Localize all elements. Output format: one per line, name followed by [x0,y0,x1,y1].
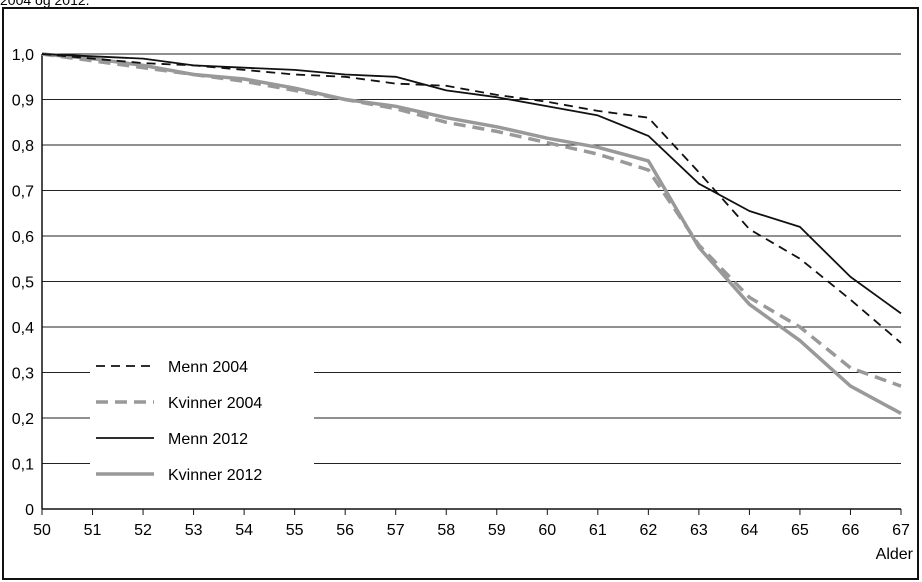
legend-label: Menn 2012 [168,431,248,448]
x-tick-label: 56 [336,522,354,539]
series-line-menn-2004 [41,53,902,344]
y-tick-label: 0,6 [12,229,34,246]
y-tick-label: 0,5 [12,275,34,292]
legend: Menn 2004 Kvinner 2004 Menn 2012 Kvinner 20… [90,344,314,508]
x-tick-label: 55 [286,522,304,539]
gridlines [42,53,901,464]
series-line-kvinner-2012 [41,52,902,415]
y-tick-labels: 0 0,1 0,2 0,3 0,4 0,5 0,6 0,7 0,8 0,9 1,0 [12,47,34,519]
y-tick-label: 0,7 [12,184,34,201]
y-tick-label: 0,3 [12,366,34,383]
x-tick-label: 51 [84,522,102,539]
x-tick-label: 58 [437,522,455,539]
y-tick-label: 0,4 [12,320,34,337]
legend-label: Kvinner 2004 [168,395,262,412]
caption-text: 2004 og 2012. [0,0,90,8]
y-tick-label: 0,9 [12,93,34,110]
x-tick-label: 59 [488,522,506,539]
y-tick-label: 0,2 [12,411,34,428]
x-axis-label: Alder [876,546,914,563]
x-tick-label: 64 [741,522,759,539]
series-line-kvinner-2004 [41,52,902,388]
y-tick-label: 0,1 [12,457,34,474]
legend-label: Menn 2004 [168,359,248,376]
x-tick-label: 57 [387,522,405,539]
x-tick-label: 60 [538,522,556,539]
x-tick-label: 67 [892,522,910,539]
legend-label: Kvinner 2012 [168,467,262,484]
x-tick-label: 63 [690,522,708,539]
series-lines [41,52,902,415]
legend-background [90,344,314,508]
x-tick-labels: 50 51 52 53 54 55 56 57 58 59 60 61 62 63 64 65 66 67 [33,522,910,539]
chart-frame: 0 0,1 0,2 0,3 0,4 0,5 0,6 0,7 0,8 0,9 1,0 50 51 52 53… [2,7,919,580]
x-tick-label: 50 [33,522,51,539]
x-tick-label: 61 [589,522,607,539]
x-tick-label: 54 [235,522,253,539]
axes [41,54,902,515]
y-tick-label: 1,0 [12,47,34,64]
x-tick-label: 62 [639,522,657,539]
x-tick-label: 65 [791,522,809,539]
x-tick-label: 66 [842,522,860,539]
y-tick-label: 0 [25,502,34,519]
y-tick-label: 0,8 [12,138,34,155]
line-chart: 0 0,1 0,2 0,3 0,4 0,5 0,6 0,7 0,8 0,9 1,0 50 51 52 53… [12,47,914,563]
series-line-menn-2012 [41,53,902,315]
x-tick-label: 53 [185,522,203,539]
x-tick-label: 52 [134,522,152,539]
